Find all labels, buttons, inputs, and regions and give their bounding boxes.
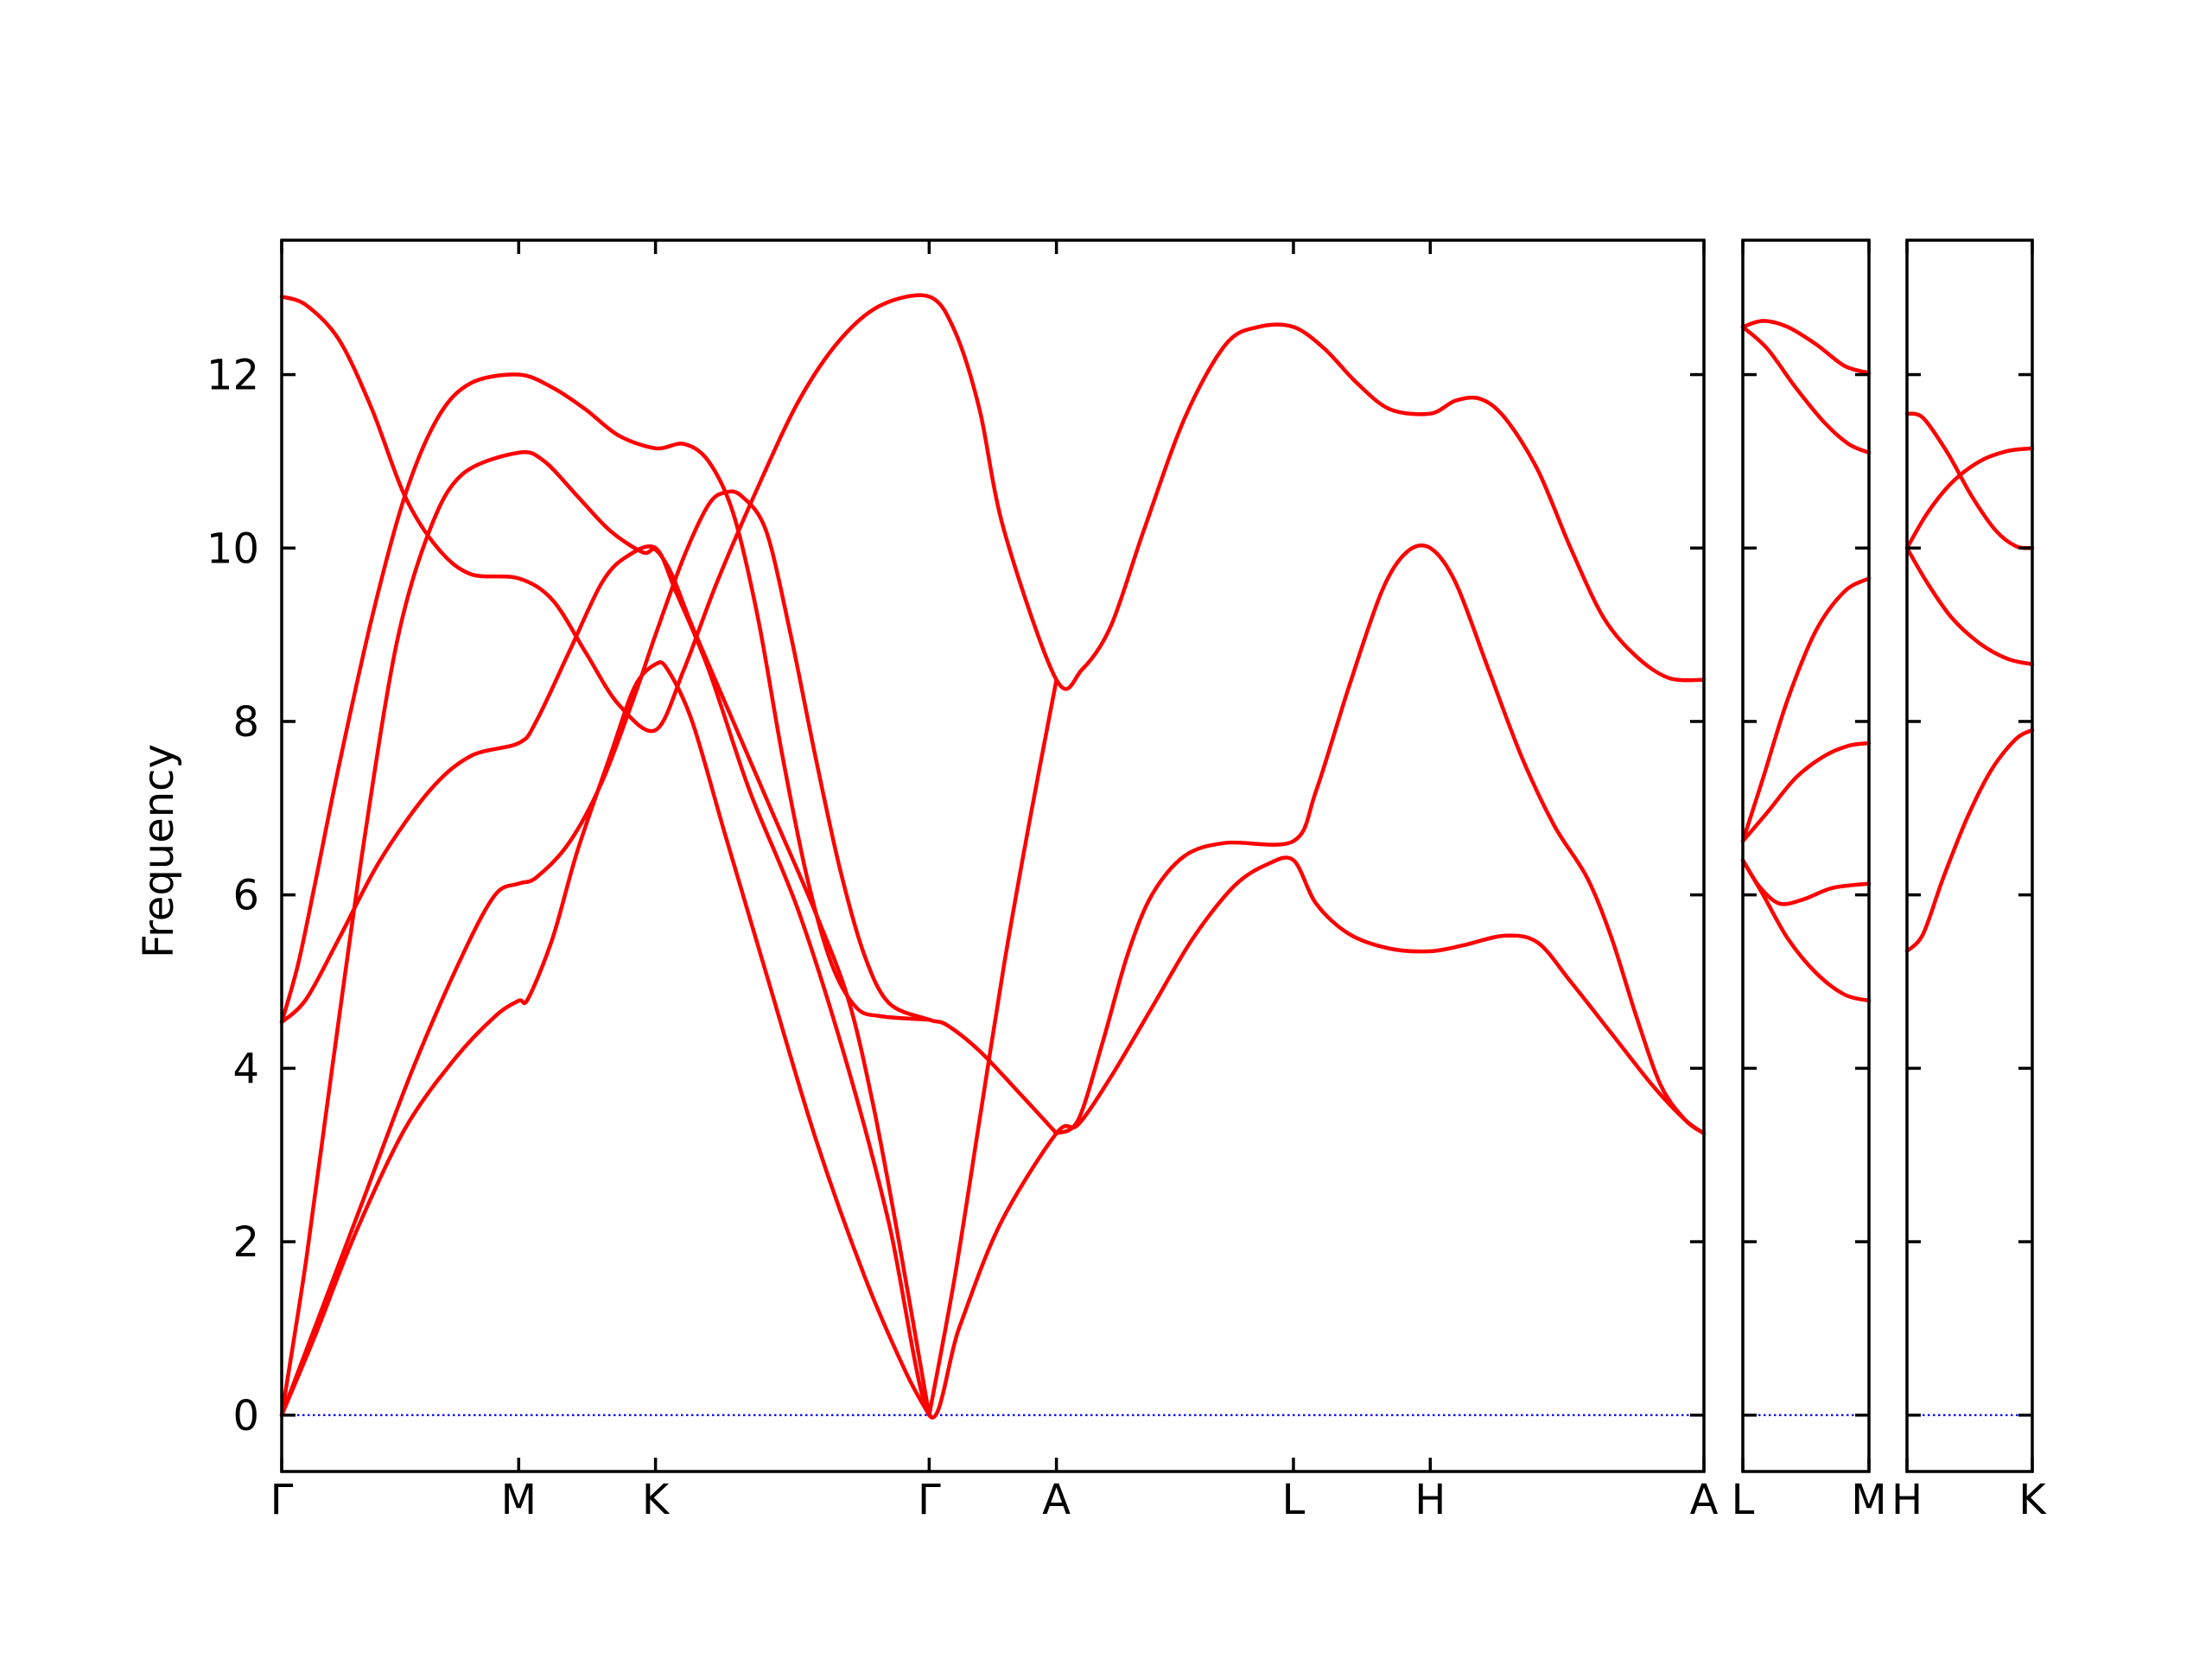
band-line (1740, 858, 1872, 906)
x-tick-label: H (1414, 1476, 1446, 1524)
band-line (279, 489, 1058, 1418)
band-line (1054, 543, 1707, 1135)
x-tick-label: Γ (270, 1476, 294, 1524)
x-tick-label: L (1732, 1476, 1755, 1524)
y-tick-labels: 0 2 4 6 8 10 12 (207, 352, 259, 1440)
band-line (279, 372, 931, 1025)
band-line (1904, 411, 2035, 550)
band-series (1904, 411, 2035, 954)
band-series (279, 293, 1707, 1420)
panel-frame (280, 238, 1706, 1473)
band-line (279, 543, 1707, 1420)
band-line (1904, 546, 2035, 666)
y-tick-label: 0 (232, 1392, 259, 1440)
band-line (1740, 858, 1872, 1003)
band-line (1740, 576, 1872, 843)
x-tick-label: A (1042, 1476, 1071, 1524)
y-tick-label: 12 (207, 352, 259, 400)
x-tick-label: M (501, 1476, 537, 1524)
x-tick-label: Γ (918, 1476, 941, 1524)
y-tick-label: 6 (232, 872, 259, 920)
band-line (1740, 319, 1872, 375)
y-tick-label: 10 (207, 524, 259, 573)
band-line (1740, 325, 1872, 455)
band-series (1740, 319, 1872, 1003)
band-line (927, 677, 1058, 1418)
band-line (1740, 741, 1872, 843)
panel-frame (1905, 238, 2034, 1473)
y-tick-label: 8 (232, 698, 259, 747)
y-axis-label: Frequency (135, 744, 183, 958)
y-tick-label: 2 (232, 1218, 259, 1267)
band-line (279, 660, 931, 1418)
x-tick-label: K (642, 1476, 671, 1524)
band-line (1904, 728, 2035, 954)
x-tick-label: L (1282, 1476, 1306, 1524)
x-tick-label: K (2018, 1476, 2047, 1524)
band-line (279, 293, 1707, 734)
x-tick-label: H (1891, 1476, 1923, 1524)
y-tick-label: 4 (232, 1045, 259, 1093)
x-tick-label: A (1690, 1476, 1719, 1524)
x-tick-label: M (1851, 1476, 1886, 1524)
panel-frame (1741, 238, 1871, 1473)
band-line (1904, 446, 2035, 550)
